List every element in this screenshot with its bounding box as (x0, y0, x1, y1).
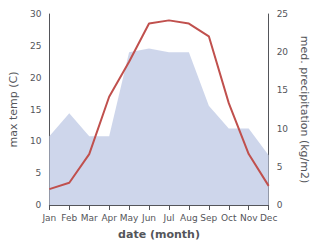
svg-text:20: 20 (30, 73, 42, 83)
svg-text:Nov: Nov (240, 213, 258, 223)
svg-text:0: 0 (277, 200, 283, 210)
svg-text:15: 15 (277, 85, 288, 95)
svg-text:Jun: Jun (141, 213, 156, 223)
svg-text:5: 5 (277, 162, 283, 172)
svg-text:Aug: Aug (180, 213, 198, 223)
svg-text:5: 5 (36, 168, 42, 178)
svg-text:20: 20 (277, 47, 289, 57)
svg-text:Mar: Mar (81, 213, 98, 223)
svg-text:Feb: Feb (61, 213, 77, 223)
svg-text:Jul: Jul (163, 213, 175, 223)
svg-text:25: 25 (30, 41, 41, 51)
svg-text:max temp (C): max temp (C) (7, 71, 20, 147)
svg-text:May: May (120, 213, 139, 223)
svg-text:0: 0 (36, 200, 42, 210)
svg-text:Oct: Oct (221, 213, 237, 223)
svg-text:Dec: Dec (260, 213, 277, 223)
svg-text:10: 10 (277, 124, 289, 134)
svg-text:med. precipitation (kg/m2): med. precipitation (kg/m2) (298, 36, 311, 184)
svg-text:Jan: Jan (41, 213, 56, 223)
svg-text:10: 10 (30, 136, 42, 146)
svg-text:30: 30 (30, 9, 42, 19)
svg-text:Apr: Apr (101, 213, 117, 223)
svg-text:Sep: Sep (200, 213, 217, 223)
svg-text:15: 15 (30, 105, 41, 115)
svg-text:25: 25 (277, 9, 288, 19)
svg-text:date (month): date (month) (118, 228, 200, 241)
